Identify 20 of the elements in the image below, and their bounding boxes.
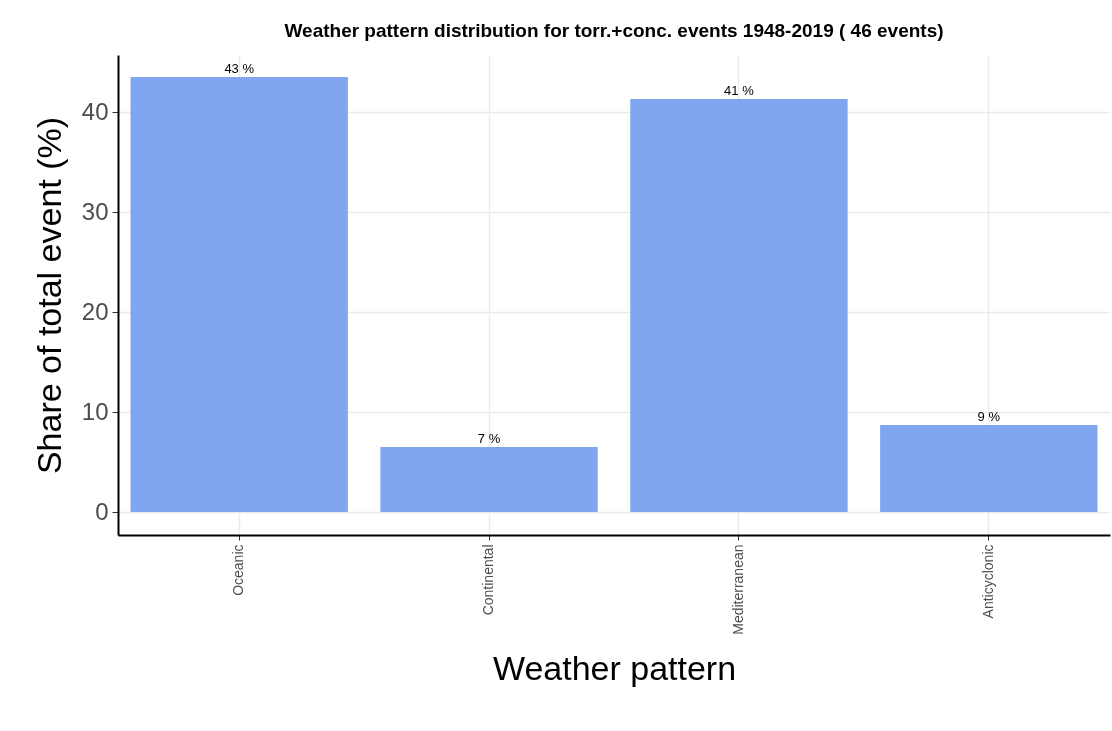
bar: [130, 77, 348, 512]
y-tick-label: 20: [81, 297, 109, 325]
data-label: 43 %: [224, 61, 255, 76]
x-tick-label: Mediterranean: [729, 544, 746, 635]
bar: [880, 425, 1098, 512]
y-tick-label: 10: [81, 397, 109, 425]
x-axis-title: Weather pattern: [492, 648, 737, 687]
chart-title: Weather pattern distribution for torr.+conc. events 1948-2019 ( 46 events): [284, 20, 944, 41]
y-tick-label: 30: [81, 197, 109, 225]
data-label: 9 %: [977, 409, 1001, 424]
x-tick-label: Oceanic: [230, 544, 247, 596]
data-label: 7 %: [477, 431, 501, 446]
x-tick-label: Anticyclonic: [979, 544, 996, 619]
bar: [630, 99, 848, 512]
y-axis-title: Share of total event (%): [29, 116, 68, 475]
y-tick-label: 0: [95, 497, 109, 525]
x-tick-label: Continental: [480, 544, 497, 616]
bar: [380, 447, 598, 512]
y-tick-label: 40: [81, 97, 109, 125]
data-label: 41 %: [724, 83, 755, 98]
